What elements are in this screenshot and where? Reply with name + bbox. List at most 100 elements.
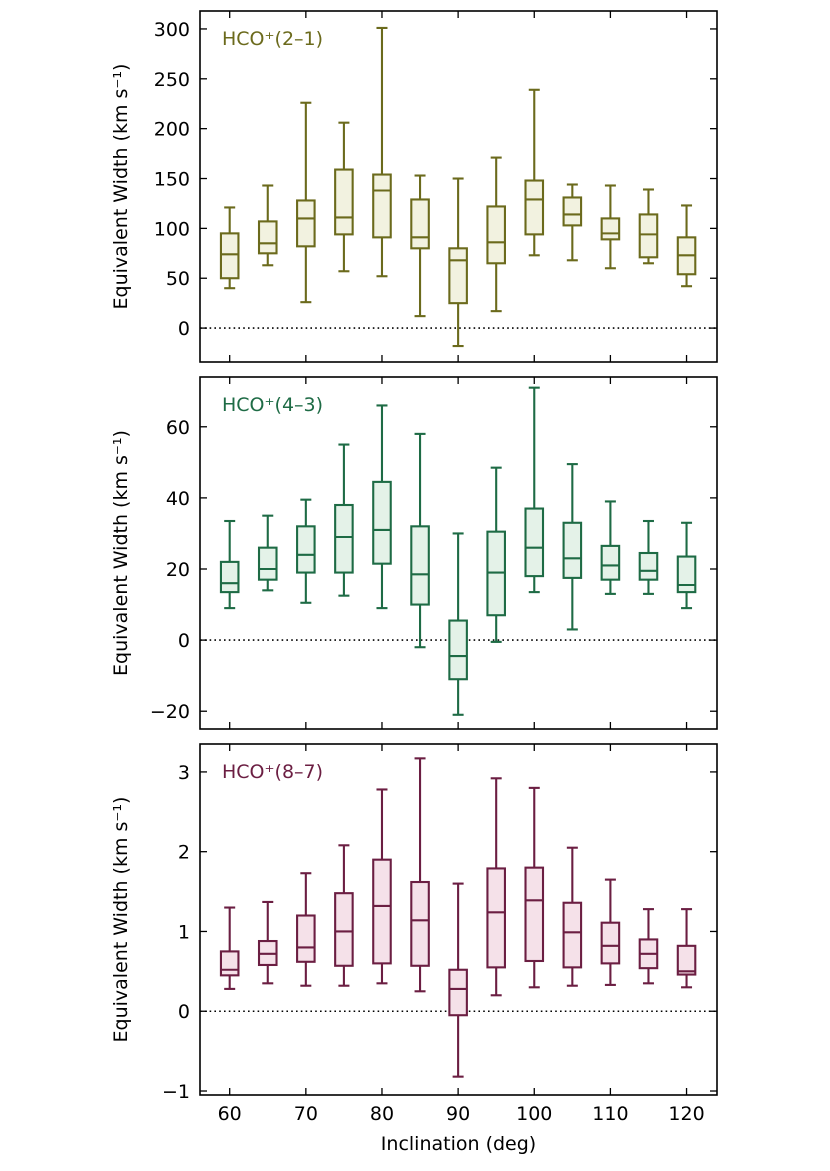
box-105 [562,183,583,262]
box-95 [486,466,506,643]
box-95 [486,156,506,313]
box-body [676,944,697,976]
y-tick-label: 0 [178,1001,190,1023]
box-60 [219,906,240,990]
box-105 [562,463,583,631]
y-tick-label: 40 [166,488,190,510]
box-105 [562,846,583,987]
y-axis-label: Equivalent Width (km s⁻¹) [110,430,132,676]
box-body [372,173,392,239]
box-body [524,866,545,963]
y-tick-label: 50 [166,268,190,290]
box-85 [410,432,430,649]
box-70 [296,498,316,604]
box-body [524,179,545,236]
panel-hco-2-1: 0 50 100 150 200 250 300 HCO⁺(2–1) Equivalent Wi… [110,10,718,363]
y-axis-label: Equivalent Width (km s⁻¹) [110,797,132,1043]
box-90 [448,882,468,1078]
y-tick-label: −20 [150,701,190,723]
box-body [257,546,278,581]
box-body [524,507,545,578]
box-body [600,217,621,241]
y-tick-label: 3 [178,762,190,784]
box-60 [219,206,240,290]
box-80 [372,26,392,278]
box-80 [372,788,392,985]
box-body [334,892,354,967]
box-90 [448,177,468,348]
box-120 [676,908,697,989]
box-90 [448,532,468,716]
box-115 [638,519,659,595]
box-120 [676,204,697,288]
x-tick-label: 80 [370,1103,394,1125]
box-body [372,858,392,965]
box-body [448,247,468,305]
x-tick-label: 90 [446,1103,470,1125]
x-tick-label: 110 [592,1103,628,1125]
box-100 [524,786,545,989]
y-tick-label: 20 [166,559,190,581]
box-95 [486,777,506,997]
box-115 [638,188,659,265]
panel-title: HCO⁺(8–7) [222,761,323,783]
box-body [219,232,240,280]
box-body [219,560,240,594]
y-tick-label: 60 [166,417,190,439]
y-tick-label: 150 [154,169,190,191]
box-70 [296,101,316,304]
box-body [334,503,354,574]
box-115 [638,908,659,985]
box-65 [257,900,278,985]
box-body [600,544,621,581]
box-body [296,914,316,963]
y-tick-label: 200 [154,119,190,141]
box-body [486,867,506,969]
box-85 [410,174,430,318]
box-body [410,525,430,606]
box-body [486,205,506,265]
box-body [638,213,659,259]
box-body [448,968,468,1017]
y-tick-label: 0 [178,318,190,340]
x-tick-label: 70 [294,1103,318,1125]
box-body [219,950,240,977]
y-tick-label: 100 [154,218,190,240]
x-axis-label: Inclination (deg) [381,1133,536,1155]
box-body [410,198,430,250]
panel-hco-4-3: −20 0 20 40 60 HCO⁺(4–3) Equivalent Width (km … [110,376,718,730]
box-body [638,551,659,581]
x-tick-label: 60 [218,1103,242,1125]
box-body [448,619,468,681]
box-body [562,521,583,579]
box-60 [219,519,240,610]
y-tick-label: 300 [154,19,190,41]
box-80 [372,404,392,610]
box-70 [296,872,316,987]
y-axis-label: Equivalent Width (km s⁻¹) [110,64,132,310]
y-tick-label: 1 [178,921,190,943]
box-65 [257,184,278,267]
box-body [410,880,430,967]
box-120 [676,521,697,610]
box-body [296,199,316,248]
box-75 [334,443,354,597]
panel-title: HCO⁺(4–3) [222,394,323,416]
box-65 [257,514,278,592]
box-body [334,168,354,236]
box-body [257,220,278,255]
y-tick-label: −1 [162,1081,190,1103]
box-body [562,901,583,969]
box-body [676,555,697,594]
y-tick-label: 2 [178,842,190,864]
box-body [296,525,316,574]
box-85 [410,757,430,993]
panel-title: HCO⁺(2–1) [222,28,323,50]
box-75 [334,121,354,273]
box-100 [524,386,545,594]
panel-hco-8-7: −1 0 1 2 3 HCO⁺(8–7) Equivalent Width (km s⁻¹)… [110,743,718,1125]
box-body [372,480,392,565]
box-body [600,921,621,965]
box-110 [600,878,621,986]
y-tick-label: 250 [154,69,190,91]
